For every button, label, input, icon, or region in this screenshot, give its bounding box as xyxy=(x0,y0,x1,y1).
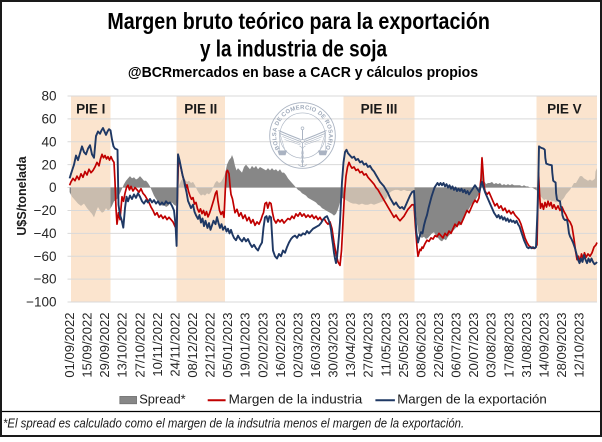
svg-text:14/09/2023: 14/09/2023 xyxy=(536,313,551,378)
svg-text:−100: −100 xyxy=(26,295,56,310)
svg-text:28/09/2023: 28/09/2023 xyxy=(554,313,569,378)
svg-text:−20: −20 xyxy=(34,203,57,218)
svg-text:17/08/2023: 17/08/2023 xyxy=(501,313,516,378)
svg-text:22/06/2023: 22/06/2023 xyxy=(431,313,446,378)
svg-text:06/07/2023: 06/07/2023 xyxy=(449,312,464,377)
svg-text:08/12/2022: 08/12/2022 xyxy=(185,313,200,378)
svg-text:*El spread es calculado como e: *El spread es calculado como el margen d… xyxy=(3,416,464,431)
svg-text:−80: −80 xyxy=(34,272,57,287)
svg-text:31/08/2023: 31/08/2023 xyxy=(519,313,534,378)
svg-text:16/02/2023: 16/02/2023 xyxy=(273,313,288,378)
svg-text:30/03/2023: 30/03/2023 xyxy=(326,313,341,378)
svg-text:11/05/2023: 11/05/2023 xyxy=(378,313,393,377)
svg-text:22/12/2022: 22/12/2022 xyxy=(203,313,218,378)
svg-text:PIE V: PIE V xyxy=(547,102,582,117)
svg-text:60: 60 xyxy=(41,111,56,126)
svg-text:15/09/2022: 15/09/2022 xyxy=(80,313,95,378)
svg-text:U$S/tonelada: U$S/tonelada xyxy=(15,155,29,235)
svg-text:02/02/2023: 02/02/2023 xyxy=(255,313,270,378)
svg-text:27/10/2022: 27/10/2022 xyxy=(132,313,147,378)
svg-text:27/04/2023: 27/04/2023 xyxy=(361,313,376,378)
svg-text:13/10/2022: 13/10/2022 xyxy=(115,313,130,378)
svg-text:40: 40 xyxy=(41,134,56,149)
svg-text:20/07/2023: 20/07/2023 xyxy=(466,313,481,378)
svg-text:80: 80 xyxy=(41,89,56,104)
svg-text:12/10/2023: 12/10/2023 xyxy=(572,313,587,378)
svg-text:PIE II: PIE II xyxy=(184,102,217,117)
svg-text:20: 20 xyxy=(41,157,56,172)
svg-text:19/01/2023: 19/01/2023 xyxy=(238,313,253,378)
svg-text:08/06/2023: 08/06/2023 xyxy=(413,313,428,378)
svg-text:PIE I: PIE I xyxy=(76,102,105,117)
svg-text:−60: −60 xyxy=(34,249,57,264)
svg-text:01/09/2022: 01/09/2022 xyxy=(62,313,77,378)
svg-text:y la industria de soja: y la industria de soja xyxy=(200,37,387,62)
svg-text:−40: −40 xyxy=(34,226,57,241)
svg-text:05/01/2023: 05/01/2023 xyxy=(220,313,235,378)
svg-text:25/05/2023: 25/05/2023 xyxy=(396,313,411,378)
svg-text:0: 0 xyxy=(49,180,57,195)
svg-text:Spread*: Spread* xyxy=(139,392,185,407)
svg-text:02/03/2023: 02/03/2023 xyxy=(290,313,305,378)
svg-text:29/09/2022: 29/09/2022 xyxy=(97,313,112,378)
svg-text:03/08/2023: 03/08/2023 xyxy=(484,313,499,378)
svg-text:10/11/2022: 10/11/2022 xyxy=(150,313,165,377)
svg-text:Margen de la industria: Margen de la industria xyxy=(229,392,363,407)
svg-text:16/03/2023: 16/03/2023 xyxy=(308,313,323,378)
svg-text:Margen de la exportación: Margen de la exportación xyxy=(397,392,547,407)
svg-text:13/04/2023: 13/04/2023 xyxy=(343,313,358,378)
svg-text:Margen bruto teórico para la e: Margen bruto teórico para la exportación xyxy=(107,8,490,34)
svg-text:24/11/2022: 24/11/2022 xyxy=(167,313,182,377)
svg-text:PIE III: PIE III xyxy=(361,102,398,117)
svg-text:@BCRmercados en base a CACR y: @BCRmercados en base a CACR y cálculos p… xyxy=(128,65,478,81)
